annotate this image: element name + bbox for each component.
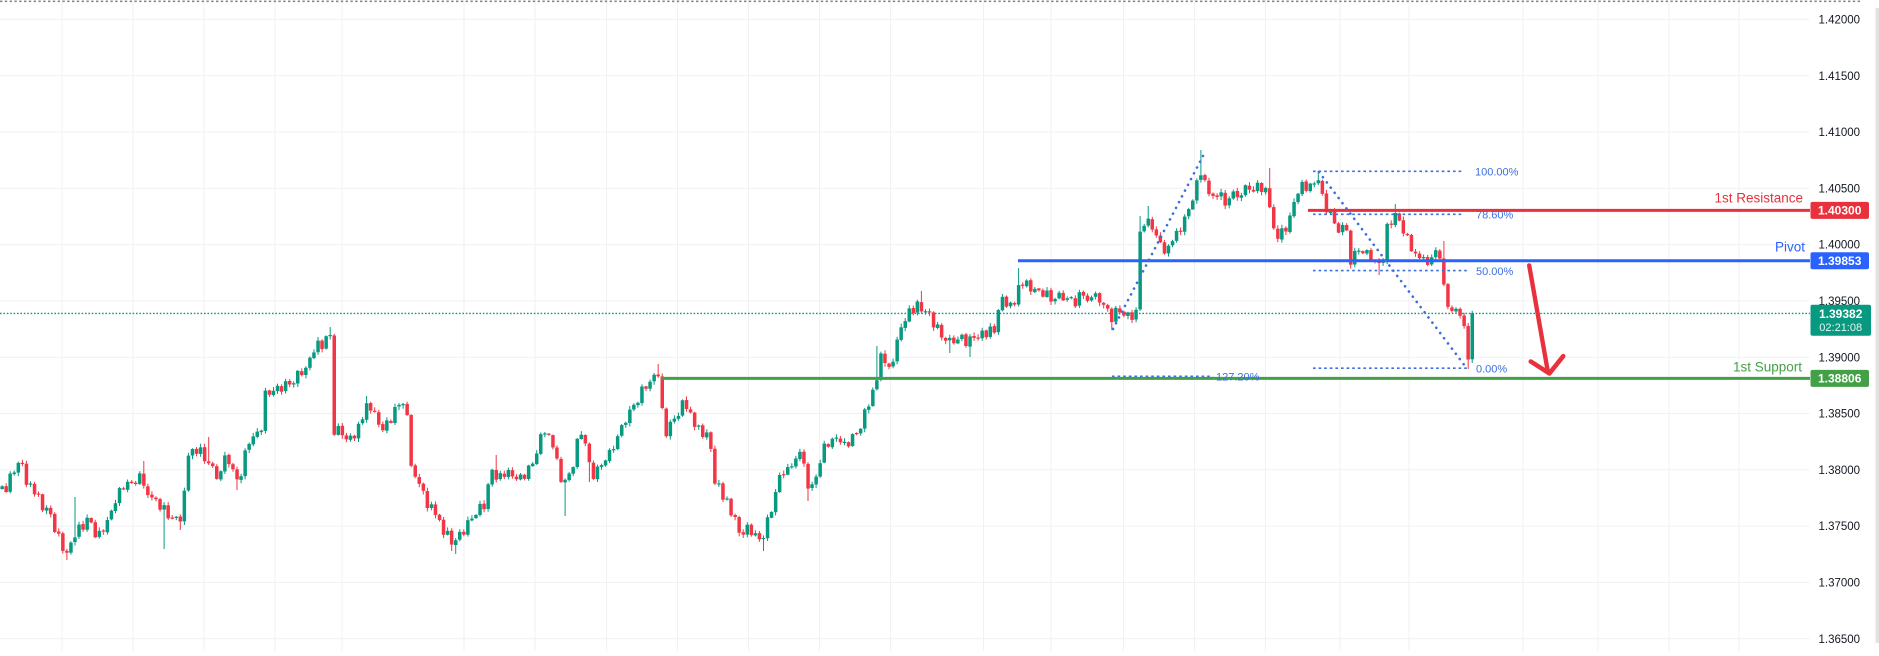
svg-text:1.41500: 1.41500	[1819, 71, 1861, 83]
svg-text:1.38806: 1.38806	[1818, 372, 1862, 386]
svg-text:1st Support: 1st Support	[1733, 359, 1802, 374]
svg-text:02:21:08: 02:21:08	[1819, 322, 1862, 334]
svg-text:1.39000: 1.39000	[1819, 352, 1861, 364]
svg-text:1.42000: 1.42000	[1819, 15, 1861, 27]
svg-text:1.38000: 1.38000	[1819, 465, 1861, 477]
svg-text:78.60%: 78.60%	[1476, 210, 1514, 222]
svg-text:1.41000: 1.41000	[1819, 127, 1861, 139]
svg-text:1.40000: 1.40000	[1819, 240, 1861, 252]
svg-text:1.39382: 1.39382	[1819, 307, 1863, 321]
svg-text:1.40300: 1.40300	[1818, 204, 1862, 218]
svg-text:127.20%: 127.20%	[1216, 372, 1260, 384]
svg-text:0.00%: 0.00%	[1476, 363, 1507, 375]
svg-text:100.00%: 100.00%	[1475, 167, 1519, 179]
svg-text:1.37000: 1.37000	[1819, 578, 1861, 590]
svg-text:1.39853: 1.39853	[1818, 254, 1862, 268]
svg-text:1st Resistance: 1st Resistance	[1714, 191, 1803, 206]
svg-text:1.38500: 1.38500	[1819, 409, 1861, 421]
svg-text:50.00%: 50.00%	[1476, 266, 1514, 278]
svg-text:1.36500: 1.36500	[1819, 634, 1861, 646]
svg-text:Pivot: Pivot	[1775, 240, 1805, 255]
svg-text:1.40500: 1.40500	[1819, 183, 1861, 195]
svg-text:1.37500: 1.37500	[1819, 521, 1861, 533]
